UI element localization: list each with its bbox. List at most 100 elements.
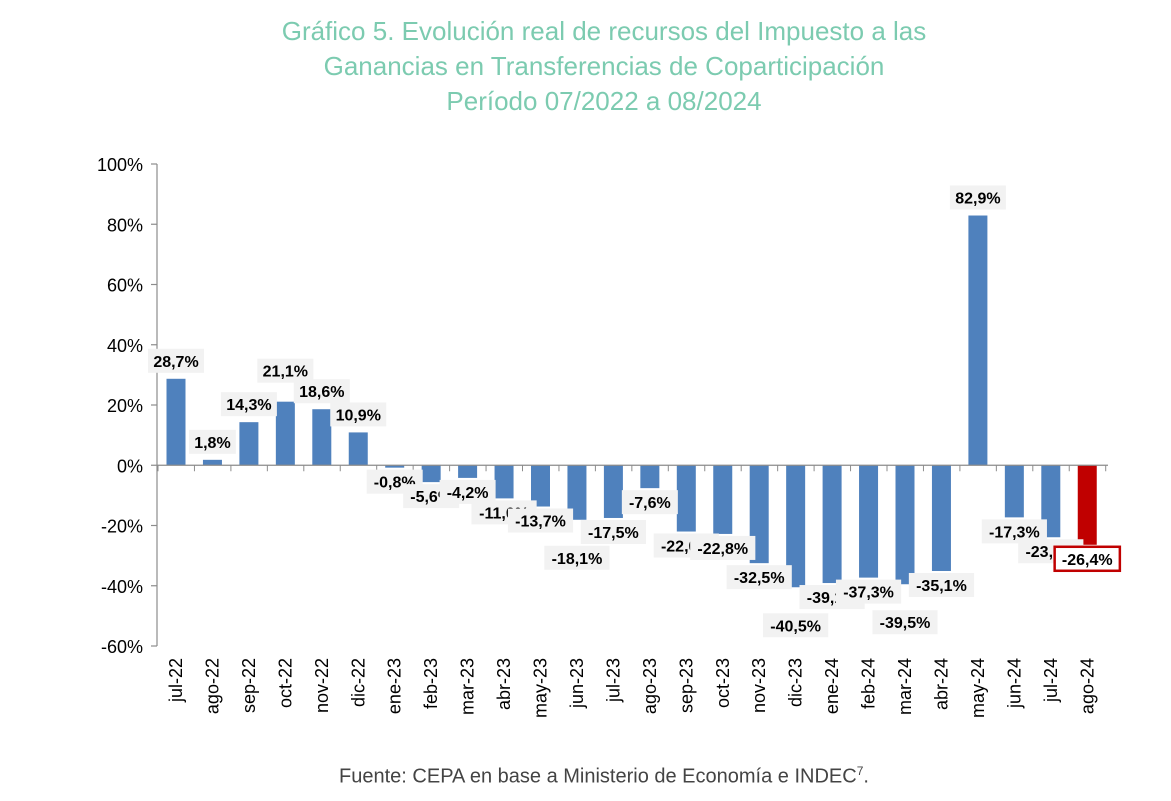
chart-title: Gráfico 5. Evolución real de recursos de… — [0, 14, 1171, 119]
bar-ago-22 — [202, 459, 222, 466]
data-label-may-23: -13,7% — [515, 514, 566, 531]
data-label-box — [220, 392, 277, 417]
y-tick-label: -60% — [101, 637, 143, 657]
x-tick-label-feb-24: feb-24 — [859, 658, 879, 709]
data-label-box — [257, 358, 314, 383]
data-label-box — [621, 490, 678, 515]
x-tick-label-oct-23: oct-23 — [713, 658, 733, 708]
x-tick-label-ene-23: ene-23 — [385, 658, 405, 714]
x-tick-label-jul-24: jul-24 — [1041, 658, 1061, 703]
x-tick-label-jun-24: jun-24 — [1004, 658, 1024, 709]
y-tick-label: -40% — [101, 577, 143, 597]
data-label-box — [835, 579, 902, 604]
bar-dic-22 — [348, 432, 368, 466]
data-label-box — [763, 613, 829, 638]
bar-sep-22 — [239, 422, 259, 466]
x-tick-label-dic-23: dic-23 — [786, 658, 806, 707]
source-text: Fuente: CEPA en base a Ministerio de Eco… — [339, 765, 857, 788]
bar-ago-23 — [640, 465, 660, 489]
x-tick-label-may-23: may-23 — [531, 658, 551, 718]
data-label-jun-23: -18,1% — [552, 551, 603, 568]
title-line-3: Período 07/2022 a 08/2024 — [446, 86, 762, 116]
x-tick-label-sep-23: sep-23 — [676, 658, 696, 713]
data-label-box — [872, 610, 938, 635]
x-tick-label-abr-24: abr-24 — [931, 658, 951, 710]
data-label-box — [726, 565, 792, 590]
title-line-2: Ganancias en Transferencias de Copartici… — [323, 51, 885, 81]
source-suffix: . — [863, 765, 869, 788]
data-label-abr-24: -35,1% — [916, 578, 967, 595]
bar-may-24 — [968, 215, 988, 466]
bar-jun-23 — [567, 465, 587, 520]
bar-ene-24 — [822, 465, 842, 584]
data-label-box — [544, 545, 610, 570]
data-label-box — [949, 185, 1006, 210]
y-tick-label: -20% — [101, 517, 143, 537]
bar-oct-22 — [275, 401, 295, 466]
bar-mar-24 — [895, 465, 915, 585]
data-label-nov-23: -32,5% — [734, 570, 785, 587]
bar-feb-24 — [859, 465, 879, 578]
y-tick-label: 0% — [117, 456, 143, 476]
bar-may-23 — [531, 465, 550, 507]
data-label-mar-24: -39,5% — [880, 615, 931, 632]
x-tick-label-mar-24: mar-24 — [895, 658, 915, 715]
x-tick-label-abr-23: abr-23 — [494, 658, 514, 710]
data-label-dic-22: 10,9% — [336, 407, 381, 424]
data-label-nov-22: 18,6% — [299, 384, 344, 401]
bar-ago-24 — [1077, 465, 1097, 545]
bar-ene-23 — [385, 465, 405, 468]
x-tick-label-nov-22: nov-22 — [312, 658, 332, 713]
bar-abr-23 — [494, 465, 514, 499]
data-label-box — [439, 479, 496, 504]
data-label-ago-23: -7,6% — [629, 495, 671, 512]
x-tick-label-ago-22: ago-22 — [202, 658, 222, 714]
data-label-oct-23: -22,8% — [697, 541, 748, 558]
bar-jun-24 — [1004, 465, 1024, 518]
source-footnote-ref: 7 — [856, 764, 864, 778]
data-label-box — [507, 508, 574, 533]
x-tick-label-jul-23: jul-23 — [603, 658, 623, 703]
data-label-sep-22: 14,3% — [226, 397, 271, 414]
bar-abr-24 — [931, 465, 951, 571]
x-tick-label-dic-22: dic-22 — [348, 658, 368, 707]
y-tick-label: 40% — [107, 336, 143, 356]
bar-oct-23 — [713, 465, 733, 534]
data-label-jul-22: 28,7% — [153, 354, 198, 371]
bar-mar-23 — [458, 465, 478, 478]
x-tick-label-ago-23: ago-23 — [640, 658, 660, 714]
bar-jul-22 — [166, 378, 186, 466]
data-label-box — [690, 535, 756, 560]
data-label-jul-23: -17,5% — [588, 525, 639, 542]
x-tick-label-ene-24: ene-24 — [822, 658, 842, 714]
data-label-box — [330, 402, 387, 427]
data-label-mar-23: -4,2% — [447, 485, 489, 502]
x-tick-label-jun-23: jun-23 — [567, 658, 587, 709]
x-tick-label-may-24: may-24 — [968, 658, 988, 718]
x-tick-label-mar-23: mar-23 — [458, 658, 478, 715]
x-tick-label-oct-22: oct-22 — [275, 658, 295, 708]
data-label-box — [189, 429, 236, 454]
bar-sep-23 — [676, 465, 696, 532]
data-label-ago-24: -26,4% — [1062, 552, 1113, 569]
data-label-feb-24: -37,3% — [843, 585, 894, 602]
y-tick-label: 80% — [107, 215, 143, 235]
y-tick-label: 100% — [97, 155, 143, 175]
data-label-box — [580, 519, 646, 544]
data-label-jun-24: -17,3% — [989, 524, 1040, 541]
x-tick-label-ago-24: ago-24 — [1077, 658, 1097, 714]
x-tick-label-nov-23: nov-23 — [749, 658, 769, 713]
data-label-box — [1053, 545, 1122, 573]
source-note: Fuente: CEPA en base a Ministerio de Eco… — [0, 764, 1171, 789]
y-tick-label: 20% — [107, 396, 143, 416]
data-label-ago-22: 1,8% — [194, 435, 230, 452]
x-tick-label-jul-22: jul-22 — [166, 658, 186, 703]
bar-nov-22 — [312, 409, 332, 466]
bar-jul-23 — [603, 465, 623, 518]
bar-feb-23 — [421, 465, 441, 483]
title-line-1: Gráfico 5. Evolución real de recursos de… — [281, 16, 927, 46]
data-label-dic-23: -40,5% — [770, 618, 821, 635]
data-label-may-24: 82,9% — [955, 191, 1000, 208]
x-tick-label-feb-23: feb-23 — [421, 658, 441, 709]
